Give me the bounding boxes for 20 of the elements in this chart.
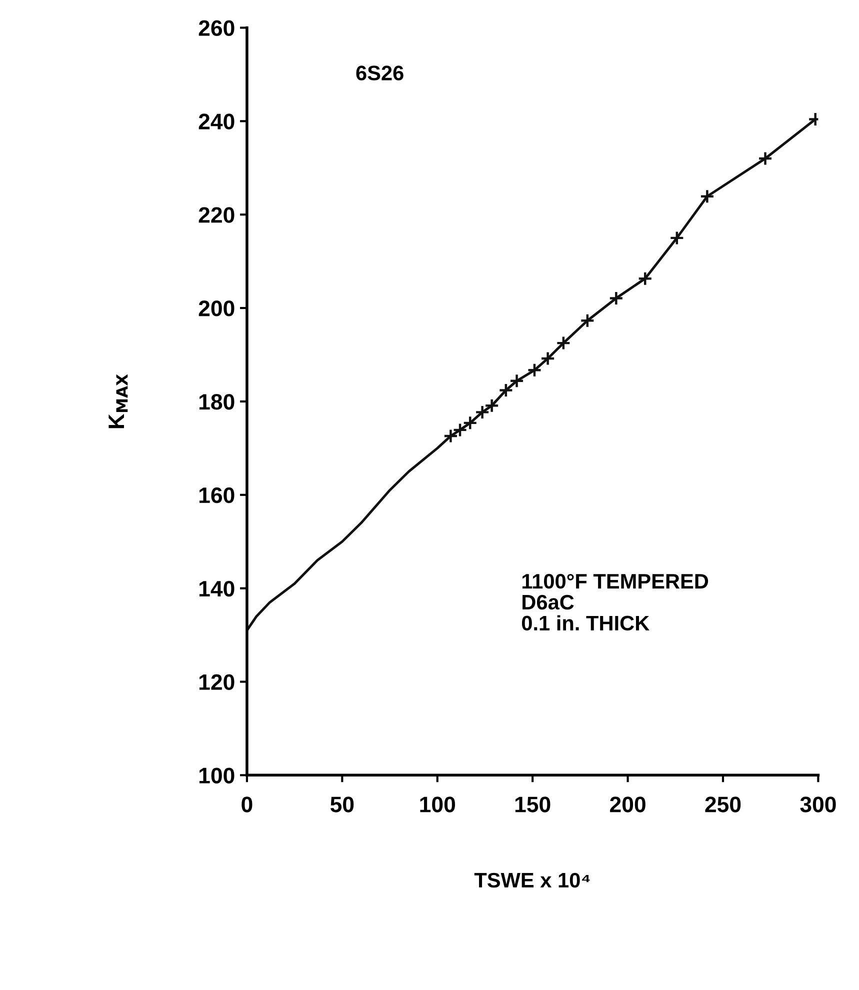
y-tick-label: 220 — [198, 207, 234, 223]
y-axis-title: K$_{MAX}$ — [108, 374, 128, 428]
x-tick-label: 200 — [610, 796, 646, 812]
y-tick-label: 260 — [198, 20, 234, 36]
y-tick-label: 180 — [199, 394, 234, 410]
x-tick-label: 50 — [330, 796, 354, 812]
y-tick-label: 240 — [198, 114, 234, 130]
y-tick-label: 140 — [199, 580, 234, 597]
x-tick-label: 250 — [705, 796, 741, 812]
x-tick-label: 100 — [420, 796, 456, 812]
y-tick-label: 160 — [199, 487, 234, 504]
y-tick-label: 100 — [199, 768, 234, 784]
x-tick-label: 0 — [242, 796, 252, 812]
y-tick-label: 200 — [198, 300, 234, 316]
x-axis-title: TSWE x 10⁴ — [474, 872, 590, 888]
y-tick-label: 120 — [199, 674, 234, 690]
annotation: 6S26 — [356, 66, 404, 80]
annotation: 1100°F TEMPERED D6aC 0.1 in. THICK — [522, 574, 708, 631]
x-tick-label: 300 — [800, 796, 836, 812]
x-tick-label: 150 — [515, 796, 550, 812]
